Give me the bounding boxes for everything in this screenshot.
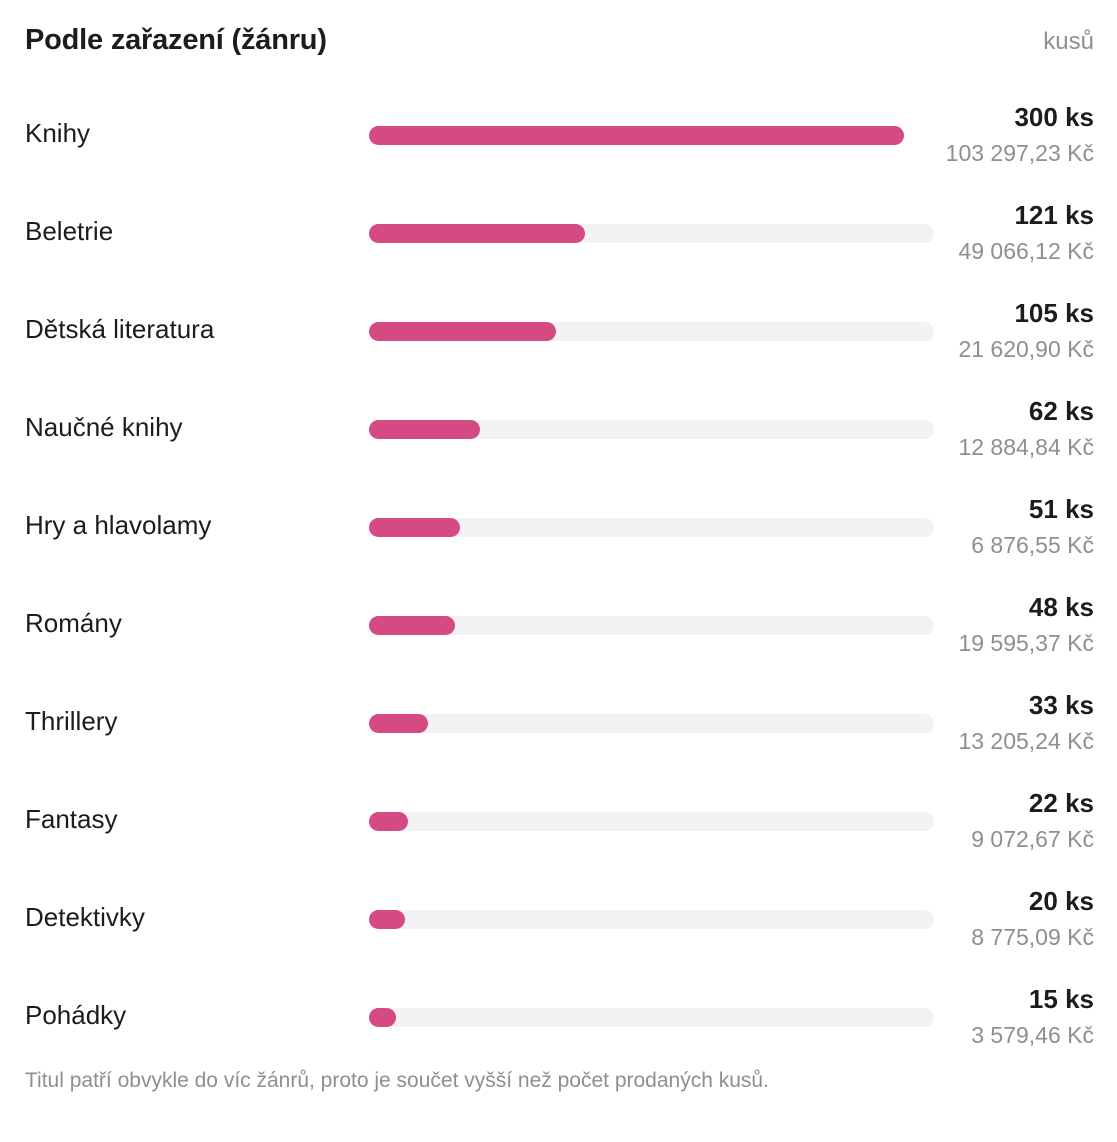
- bar-track: [369, 420, 934, 439]
- bar-track: [369, 224, 934, 243]
- genre-revenue: 9 072,67 Kč: [971, 826, 1094, 852]
- genre-label: Dětská literatura: [25, 314, 215, 344]
- genre-row: Romány 48 ks 19 595,37 Kč: [0, 582, 1117, 680]
- genre-revenue: 21 620,90 Kč: [958, 336, 1094, 362]
- genre-row: Knihy 300 ks 103 297,23 Kč: [0, 92, 1117, 190]
- bar-fill: [369, 126, 904, 145]
- bar-track: [369, 812, 934, 831]
- bar-track: [369, 126, 904, 145]
- bar-track: [369, 910, 934, 929]
- genre-revenue: 49 066,12 Kč: [958, 238, 1094, 264]
- genre-row: Detektivky 20 ks 8 775,09 Kč: [0, 876, 1117, 974]
- genre-count: 33 ks: [1028, 690, 1094, 720]
- genre-label: Hry a hlavolamy: [25, 510, 212, 540]
- bar-track: [369, 1008, 934, 1027]
- genre-count: 15 ks: [1028, 984, 1094, 1014]
- bar-fill: [369, 1008, 396, 1027]
- genre-count: 121 ks: [1014, 200, 1094, 230]
- genre-row: Dětská literatura 105 ks 21 620,90 Kč: [0, 288, 1117, 386]
- genre-label: Beletrie: [25, 216, 114, 246]
- genre-revenue: 19 595,37 Kč: [958, 630, 1094, 656]
- genre-label: Thrillery: [25, 706, 118, 736]
- genre-row: Beletrie 121 ks 49 066,12 Kč: [0, 190, 1117, 288]
- genre-row: Fantasy 22 ks 9 072,67 Kč: [0, 778, 1117, 876]
- chart-title: Podle zařazení (žánru): [25, 24, 327, 56]
- bar-fill: [369, 224, 585, 243]
- genre-revenue: 3 579,46 Kč: [971, 1022, 1094, 1048]
- footnote: Titul patří obvykle do víc žánrů, proto …: [25, 1069, 769, 1092]
- genre-count: 300 ks: [1014, 102, 1094, 132]
- genre-count: 62 ks: [1028, 396, 1094, 426]
- genre-revenue: 12 884,84 Kč: [958, 434, 1094, 460]
- bar-track: [369, 322, 934, 341]
- genre-revenue: 13 205,24 Kč: [958, 728, 1094, 754]
- bar-fill: [369, 910, 405, 929]
- unit-toggle[interactable]: kusů: [1043, 28, 1094, 55]
- genre-label: Naučné knihy: [25, 412, 183, 442]
- genre-row: Thrillery 33 ks 13 205,24 Kč: [0, 680, 1117, 778]
- bar-fill: [369, 812, 409, 831]
- genre-revenue: 6 876,55 Kč: [971, 532, 1094, 558]
- genre-count: 51 ks: [1028, 494, 1094, 524]
- genre-label: Detektivky: [25, 902, 145, 932]
- genre-count: 20 ks: [1028, 886, 1094, 916]
- bar-fill: [369, 420, 480, 439]
- genre-row: Naučné knihy 62 ks 12 884,84 Kč: [0, 386, 1117, 484]
- bar-track: [369, 714, 934, 733]
- genre-label: Fantasy: [25, 804, 118, 834]
- genre-count: 105 ks: [1014, 298, 1094, 328]
- bar-fill: [369, 616, 455, 635]
- bar-track: [369, 616, 934, 635]
- genre-label: Pohádky: [25, 1000, 127, 1030]
- genre-label: Romány: [25, 608, 122, 638]
- bar-track: [369, 518, 934, 537]
- bar-fill: [369, 518, 460, 537]
- genre-revenue: 8 775,09 Kč: [971, 924, 1094, 950]
- genre-revenue: 103 297,23 Kč: [945, 140, 1094, 166]
- genre-row: Hry a hlavolamy 51 ks 6 876,55 Kč: [0, 484, 1117, 582]
- genre-label: Knihy: [25, 118, 91, 148]
- genre-row: Pohádky 15 ks 3 579,46 Kč: [0, 974, 1117, 1072]
- bar-fill: [369, 322, 557, 341]
- bar-fill: [369, 714, 428, 733]
- genre-count: 48 ks: [1028, 592, 1094, 622]
- genre-count: 22 ks: [1028, 788, 1094, 818]
